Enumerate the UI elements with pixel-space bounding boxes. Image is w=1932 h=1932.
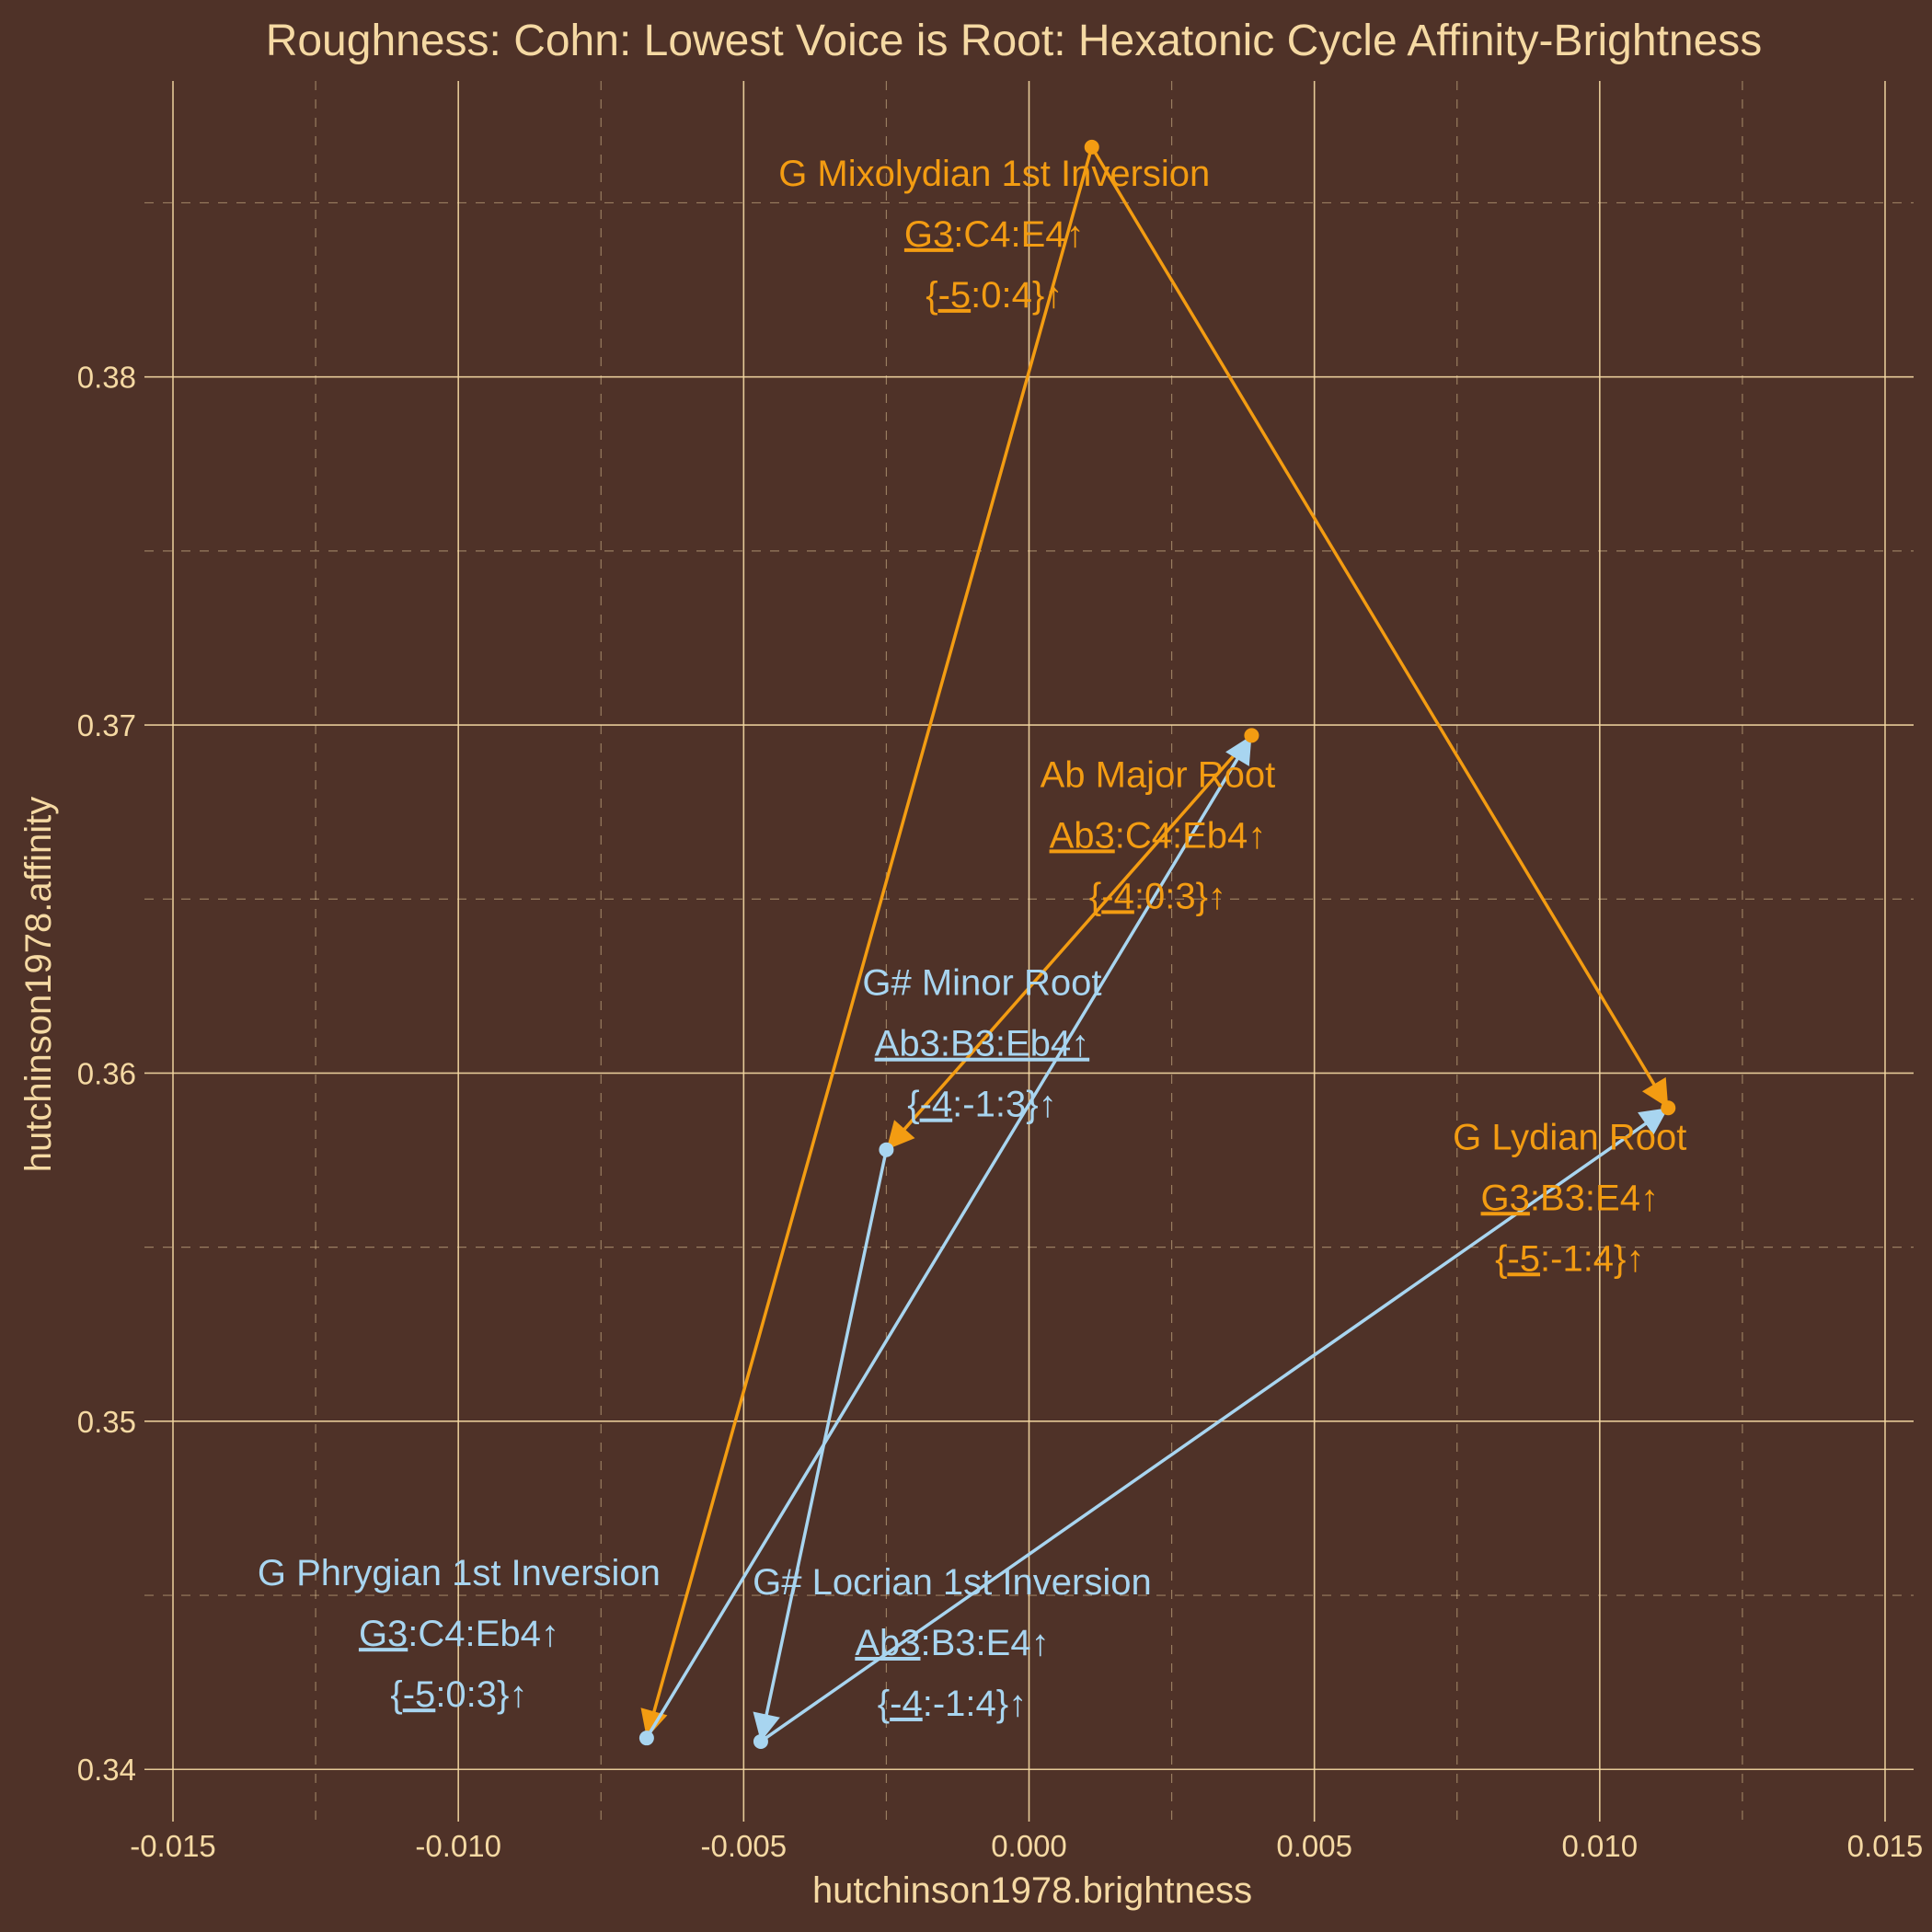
arrow-line <box>765 1147 889 1717</box>
label-intervals: {-4:-1:4}↑ <box>878 1684 1027 1724</box>
x-tick-label: 0.015 <box>1847 1829 1924 1863</box>
arrows <box>640 145 1669 1743</box>
x-tick-label: -0.015 <box>130 1829 216 1863</box>
label-notes: G3:C4:Eb4↑ <box>359 1614 559 1654</box>
arrow-head <box>1225 735 1252 766</box>
arrow-line <box>903 733 1254 1131</box>
label-g-mixolydian: G Mixolydian 1st Inversion G3:C4:E4↑ {-5:0… <box>778 154 1210 316</box>
y-tick-label: 0.34 <box>77 1753 136 1787</box>
label-intervals: {-4:-1:3}↑ <box>907 1085 1056 1125</box>
x-tick-label: -0.010 <box>415 1829 501 1863</box>
label-ab-major: Ab Major Root Ab3:C4:Eb4↑ {-4:0:3}↑ <box>1041 754 1276 916</box>
point-g-lydian <box>1661 1100 1676 1116</box>
label-g-sharp-locrian: G# Locrian 1st Inversion Ab3:B3:E4↑ {-4:-1… <box>753 1562 1152 1724</box>
label-notes: Ab3:C4:Eb4↑ <box>1050 815 1267 856</box>
label-name: G# Locrian 1st Inversion <box>753 1562 1152 1603</box>
x-tick-label: 0.000 <box>991 1829 1067 1863</box>
y-tick-label: 0.37 <box>77 708 136 742</box>
arrow-line <box>645 757 1239 1740</box>
label-notes: G3:C4:E4↑ <box>904 214 1085 255</box>
point-g-sharp-minor <box>879 1142 894 1157</box>
label-name: Ab Major Root <box>1041 754 1276 795</box>
arrow-line <box>1089 145 1656 1087</box>
point-ab-major <box>1244 728 1259 743</box>
chart-title: Roughness: Cohn: Lowest Voice is Root: H… <box>266 17 1763 65</box>
point-g-sharp-locrian <box>753 1733 768 1749</box>
label-name: G Mixolydian 1st Inversion <box>778 154 1210 194</box>
arrow-line <box>759 1121 1648 1743</box>
arrow-head <box>886 1120 915 1150</box>
label-g-lydian: G Lydian Root G3:B3:E4↑ {-5:-1:4}↑ <box>1453 1117 1686 1279</box>
point-g-mixolydian <box>1084 139 1099 155</box>
y-tick-label: 0.38 <box>77 361 136 395</box>
arrow-head <box>1638 1108 1669 1135</box>
x-tick-label: 0.005 <box>1276 1829 1352 1863</box>
arrow-head <box>753 1711 780 1742</box>
y-tick-label: 0.35 <box>77 1405 136 1439</box>
point-g-phrygian <box>638 1731 654 1746</box>
points <box>638 139 1676 1749</box>
arrow-line <box>652 145 1094 1714</box>
y-tick-label: 0.36 <box>77 1056 136 1090</box>
label-g-sharp-minor: G# Minor Root Ab3:B3:Eb4↑ {-4:-1:3}↑ <box>862 963 1101 1125</box>
label-name: G Phrygian 1st Inversion <box>258 1553 661 1593</box>
y-axis-ticks: 0.34 0.35 0.36 0.37 0.38 <box>77 361 136 1788</box>
label-g-phrygian: G Phrygian 1st Inversion G3:C4:Eb4↑ {-5:0:… <box>258 1553 661 1715</box>
label-intervals: {-4:0:3}↑ <box>1089 876 1226 916</box>
label-intervals: {-5:0:4}↑ <box>926 275 1063 316</box>
label-notes: G3:B3:E4↑ <box>1481 1178 1659 1218</box>
x-tick-label: 0.010 <box>1562 1829 1639 1863</box>
label-name: G# Minor Root <box>862 963 1101 1004</box>
y-axis-title: hutchinson1978.affinity <box>18 797 59 1172</box>
arrow-head <box>1641 1076 1669 1109</box>
label-notes: Ab3:B3:Eb4↑ <box>875 1024 1090 1064</box>
x-axis-title: hutchinson1978.brightness <box>812 1870 1252 1911</box>
point-labels: Ab Major Root Ab3:C4:Eb4↑ {-4:0:3}↑ G# Mino… <box>258 154 1686 1724</box>
label-intervals: {-5:0:3}↑ <box>390 1674 527 1715</box>
label-name: G Lydian Root <box>1453 1117 1686 1157</box>
x-axis-ticks: -0.015 -0.010 -0.005 0.000 0.005 0.010 0.015 <box>130 1829 1923 1863</box>
label-notes: Ab3:B3:E4↑ <box>855 1623 1049 1663</box>
label-intervals: {-5:-1:4}↑ <box>1495 1238 1644 1279</box>
x-tick-label: -0.005 <box>701 1829 788 1863</box>
